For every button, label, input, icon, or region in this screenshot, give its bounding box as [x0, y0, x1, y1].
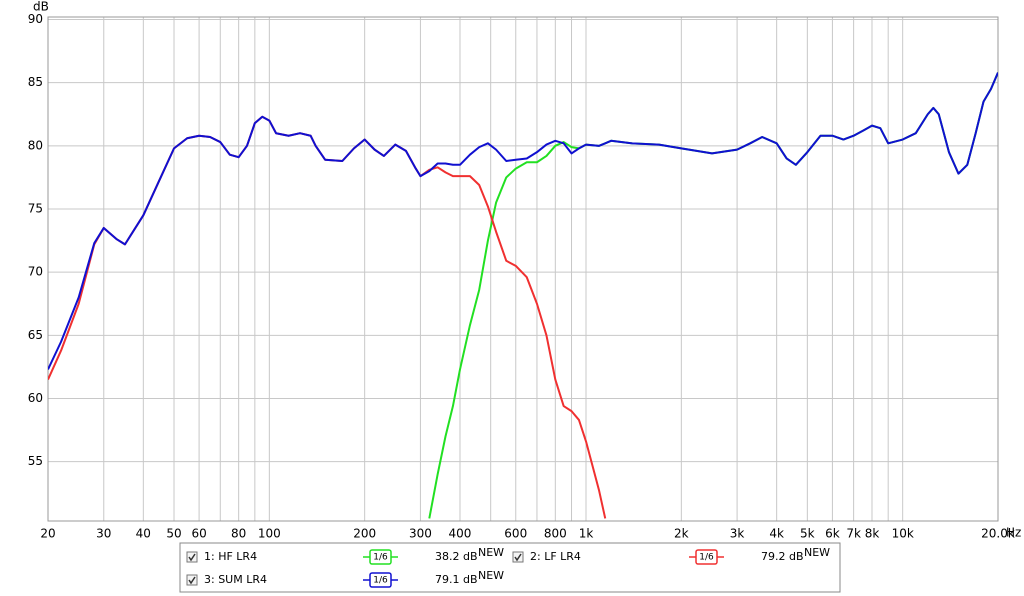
plot-area: [47, 16, 999, 522]
x-tick-label: 30: [96, 527, 111, 541]
x-tick-label: 40: [136, 527, 151, 541]
x-unit-label: Hz: [1006, 526, 1021, 540]
x-tick-label: 600: [504, 527, 527, 541]
legend-checkbox[interactable]: [186, 551, 198, 563]
x-tick-label: 2k: [674, 527, 689, 541]
y-axis-label: dB: [33, 0, 49, 14]
x-tick-label: 20: [40, 527, 55, 541]
x-tick-label: 8k: [865, 527, 880, 541]
check-mark: [188, 553, 196, 562]
smoothing-box[interactable]: [695, 549, 718, 565]
smoothing-label: 1/6: [699, 553, 714, 563]
legend-readout: 79.1 dB: [435, 573, 478, 586]
readout-badge: NEW: [478, 569, 504, 582]
readout-badge: NEW: [478, 546, 504, 559]
readout-badge: NEW: [804, 546, 830, 559]
legend-label: 3: SUM LR4: [204, 573, 267, 586]
x-tick-label: 800: [544, 527, 567, 541]
legend-entry[interactable]: 1: HF LR4 1/6 38.2 dB NEW: [186, 546, 504, 565]
smoothing-box[interactable]: [369, 549, 392, 565]
check-mark: [514, 553, 522, 562]
x-tick-label: 20.0k: [981, 527, 1015, 541]
y-tick-label: 75: [28, 202, 43, 216]
y-tick-label: 90: [28, 12, 43, 26]
x-tick-label: 60: [191, 527, 206, 541]
x-tick-label: 7k: [846, 527, 861, 541]
x-tick-label: 400: [449, 527, 472, 541]
y-tick-label: 65: [28, 328, 43, 342]
legend-label: 2: LF LR4: [530, 550, 581, 563]
legend-checkbox[interactable]: [512, 551, 524, 563]
x-tick-label: 300: [409, 527, 432, 541]
x-tick-label: 100: [258, 527, 281, 541]
legend-checkbox[interactable]: [186, 574, 198, 586]
series-line: [48, 72, 998, 370]
x-tick-label: 5k: [800, 527, 815, 541]
plot-border: [47, 16, 999, 522]
x-tick-label: 50: [166, 527, 181, 541]
x-tick-label: 4k: [769, 527, 784, 541]
y-tick-label: 55: [28, 454, 43, 468]
legend-label: 1: HF LR4: [204, 550, 257, 563]
x-tick-label: 3k: [730, 527, 745, 541]
legend-readout: 38.2 dB: [435, 550, 478, 563]
legend-entry[interactable]: 2: LF LR4 1/6 79.2 dB NEW: [512, 546, 830, 565]
y-tick-label: 60: [28, 391, 43, 405]
x-tick-label: 80: [231, 527, 246, 541]
x-tick-label: 200: [353, 527, 376, 541]
y-tick-label: 80: [28, 138, 43, 152]
smoothing-label: 1/6: [373, 576, 388, 586]
legend-readout: 79.2 dB: [761, 550, 804, 563]
smoothing-label: 1/6: [373, 553, 388, 563]
x-tick-label: 6k: [825, 527, 840, 541]
smoothing-box[interactable]: [369, 572, 392, 588]
legend-entry[interactable]: 3: SUM LR4 1/6 79.1 dB NEW: [186, 569, 504, 588]
legend-box: [179, 542, 841, 593]
y-tick-label: 85: [28, 75, 43, 89]
x-tick-label: 10k: [892, 527, 914, 541]
y-tick-label: 70: [28, 265, 43, 279]
check-mark: [188, 576, 196, 585]
x-tick-label: 1k: [579, 527, 594, 541]
